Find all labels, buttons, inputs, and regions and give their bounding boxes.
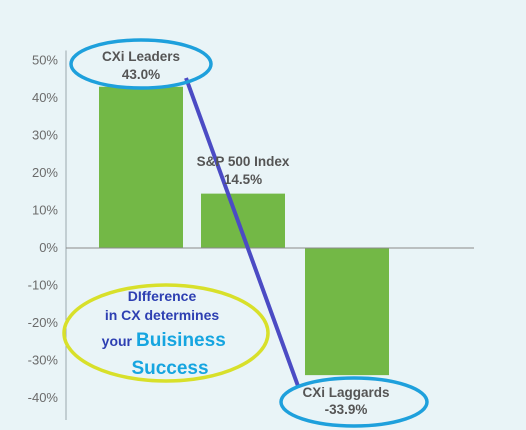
annotation-ellipse: [62, 283, 270, 383]
annotation-line-2: in CX determines: [105, 307, 220, 323]
leaders-to-laggards-connector: [184, 77, 300, 387]
category-label: CXi Leaders: [102, 49, 180, 64]
annotation-line-3-prefix: your: [102, 333, 133, 349]
y-tick-label: -20%: [28, 315, 59, 330]
annotation-line-1: DIfference: [128, 288, 197, 304]
value-label: -33.9%: [325, 402, 368, 417]
y-axis-ticks: 50% 40% 30% 20% 10% 0% -10% -20% -30% -40%: [28, 53, 59, 406]
laggards-highlight-ellipse: [279, 376, 429, 428]
label-highlight-ellipses: [69, 38, 429, 428]
y-tick-label: -10%: [28, 278, 59, 293]
value-label: 14.5%: [224, 172, 262, 187]
bar-3: [305, 248, 389, 376]
category-label: S&P 500 Index: [197, 154, 290, 169]
y-tick-label: -40%: [28, 390, 59, 405]
y-tick-label: 10%: [32, 203, 58, 218]
data-labels: CXi Leaders 43.0% S&P 500 Index 14.5% CXi La…: [102, 49, 390, 417]
leaders-highlight-ellipse: [69, 38, 213, 90]
y-tick-label: 20%: [32, 165, 58, 180]
y-tick-label: 40%: [32, 90, 58, 105]
y-tick-label: -30%: [28, 353, 59, 368]
value-label: 43.0%: [122, 67, 160, 82]
category-label: CXi Laggards: [302, 385, 389, 400]
bars: [99, 86, 389, 376]
bar-1: [99, 86, 183, 248]
y-tick-label: 0%: [39, 240, 58, 255]
annotation-callout: DIfference in CX determines your Buisine…: [62, 283, 270, 383]
annotation-line-3-accent: Buisiness: [136, 330, 226, 351]
annotation-line-4: Success: [131, 358, 208, 379]
y-tick-label: 30%: [32, 128, 58, 143]
y-tick-label: 50%: [32, 53, 58, 68]
